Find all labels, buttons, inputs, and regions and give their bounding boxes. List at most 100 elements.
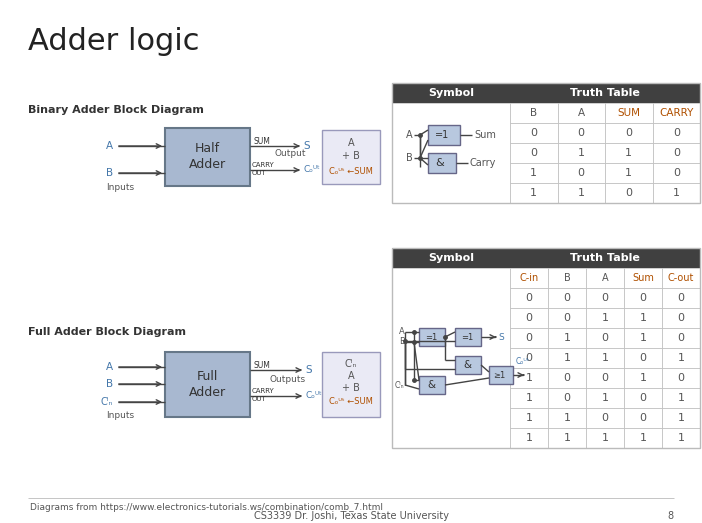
Text: 0: 0 bbox=[673, 128, 680, 138]
Text: + B: + B bbox=[342, 383, 360, 393]
Text: 0: 0 bbox=[673, 148, 680, 158]
Text: Outputs: Outputs bbox=[270, 376, 306, 384]
Text: Cₒᵁᵗ: Cₒᵁᵗ bbox=[305, 392, 322, 401]
Bar bbox=[605, 163, 652, 183]
Text: 0: 0 bbox=[526, 313, 533, 323]
Bar bbox=[548, 308, 586, 328]
Bar bbox=[586, 348, 624, 368]
Bar bbox=[322, 130, 380, 184]
Bar bbox=[586, 328, 624, 348]
Bar bbox=[510, 388, 548, 408]
Text: Symbol: Symbol bbox=[428, 253, 474, 263]
Text: C-out: C-out bbox=[668, 273, 694, 283]
Bar bbox=[605, 183, 652, 203]
Bar bbox=[624, 348, 662, 368]
Bar bbox=[586, 268, 624, 288]
Text: Full Adder Block Diagram: Full Adder Block Diagram bbox=[28, 327, 186, 337]
Text: 1: 1 bbox=[673, 188, 680, 198]
Text: Adder: Adder bbox=[189, 158, 226, 172]
Bar bbox=[548, 408, 586, 428]
Bar bbox=[624, 308, 662, 328]
Text: 1: 1 bbox=[526, 373, 533, 383]
Bar bbox=[489, 366, 513, 384]
Text: A: A bbox=[578, 108, 585, 118]
Text: 8: 8 bbox=[668, 511, 674, 521]
Bar bbox=[392, 83, 510, 103]
Bar bbox=[548, 368, 586, 388]
Text: S: S bbox=[303, 141, 310, 151]
Text: 0: 0 bbox=[677, 293, 684, 303]
Text: Cₒᵁᵗ ←SUM: Cₒᵁᵗ ←SUM bbox=[329, 166, 373, 176]
Text: 1: 1 bbox=[564, 333, 571, 343]
Text: Cₒᵁᵗ: Cₒᵁᵗ bbox=[516, 357, 530, 366]
Text: 0: 0 bbox=[602, 413, 609, 423]
Text: 0: 0 bbox=[640, 413, 647, 423]
Text: ≥1: ≥1 bbox=[493, 370, 505, 380]
Bar bbox=[510, 143, 557, 163]
Bar bbox=[510, 163, 557, 183]
Text: B: B bbox=[406, 153, 413, 163]
Text: 0: 0 bbox=[625, 188, 633, 198]
Text: 1: 1 bbox=[530, 188, 537, 198]
Text: Diagrams from https://www.electronics-tutorials.ws/combination/comb_7.html: Diagrams from https://www.electronics-tu… bbox=[30, 504, 383, 513]
Text: 1: 1 bbox=[640, 373, 647, 383]
Bar bbox=[510, 328, 548, 348]
Bar bbox=[510, 288, 548, 308]
Text: 1: 1 bbox=[526, 393, 533, 403]
Text: =1: =1 bbox=[461, 333, 473, 342]
Bar bbox=[557, 123, 605, 143]
Text: 1: 1 bbox=[602, 353, 609, 363]
Bar bbox=[624, 428, 662, 448]
Text: 0: 0 bbox=[526, 353, 533, 363]
Bar bbox=[165, 128, 250, 186]
Text: A: A bbox=[399, 327, 405, 336]
Text: Cᴵₙ: Cᴵₙ bbox=[100, 397, 113, 407]
Text: 0: 0 bbox=[602, 373, 609, 383]
Text: OUT: OUT bbox=[252, 396, 267, 402]
Text: A: A bbox=[406, 130, 413, 140]
Text: + B: + B bbox=[342, 151, 360, 161]
Bar bbox=[557, 143, 605, 163]
Text: B: B bbox=[564, 273, 570, 283]
Bar bbox=[652, 183, 700, 203]
Text: 0: 0 bbox=[602, 293, 609, 303]
Text: 1: 1 bbox=[640, 313, 647, 323]
Text: Cₒᵁᵗ ←SUM: Cₒᵁᵗ ←SUM bbox=[329, 397, 373, 406]
Bar bbox=[605, 143, 652, 163]
Text: Inputs: Inputs bbox=[106, 183, 134, 191]
Bar bbox=[548, 388, 586, 408]
Text: 0: 0 bbox=[602, 333, 609, 343]
Bar bbox=[662, 388, 700, 408]
Text: Inputs: Inputs bbox=[106, 411, 134, 419]
Bar bbox=[557, 163, 605, 183]
Bar bbox=[662, 308, 700, 328]
Text: Cₒᵁᵗ: Cₒᵁᵗ bbox=[303, 165, 319, 175]
Bar bbox=[165, 352, 250, 417]
Bar bbox=[662, 428, 700, 448]
Bar bbox=[662, 288, 700, 308]
Text: 0: 0 bbox=[564, 293, 571, 303]
Bar bbox=[455, 328, 481, 346]
Text: A: A bbox=[602, 273, 609, 283]
Text: &: & bbox=[463, 360, 471, 370]
Text: 0: 0 bbox=[677, 373, 684, 383]
Text: OUT: OUT bbox=[252, 170, 267, 176]
Text: 0: 0 bbox=[578, 168, 585, 178]
Text: 0: 0 bbox=[625, 128, 633, 138]
Bar bbox=[624, 388, 662, 408]
Text: 1: 1 bbox=[640, 433, 647, 443]
Text: 1: 1 bbox=[526, 433, 533, 443]
Text: 1: 1 bbox=[677, 393, 684, 403]
Text: 0: 0 bbox=[677, 333, 684, 343]
Bar bbox=[662, 348, 700, 368]
Text: Cᴵₙ: Cᴵₙ bbox=[345, 359, 357, 369]
Bar bbox=[605, 123, 652, 143]
Bar bbox=[548, 328, 586, 348]
Bar bbox=[586, 408, 624, 428]
Text: 1: 1 bbox=[677, 353, 684, 363]
Bar bbox=[322, 352, 380, 417]
Bar bbox=[510, 248, 700, 268]
Text: 1: 1 bbox=[625, 168, 633, 178]
Text: A: A bbox=[347, 138, 355, 148]
Text: Truth Table: Truth Table bbox=[570, 88, 640, 98]
